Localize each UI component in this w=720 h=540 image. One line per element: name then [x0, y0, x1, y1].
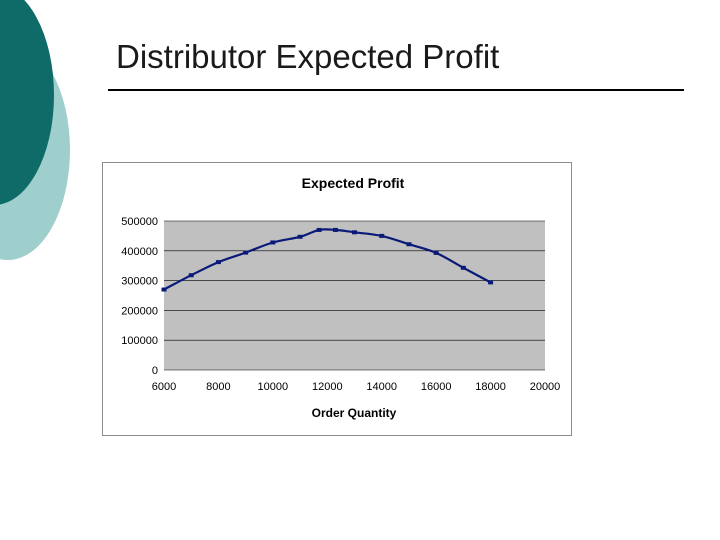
- x-axis-title: Order Quantity: [312, 406, 397, 420]
- x-tick-label-4: 14000: [366, 381, 397, 393]
- x-tick-label-3: 12000: [312, 381, 343, 393]
- gridlines: [164, 220, 545, 371]
- data-point-3: [243, 250, 249, 255]
- slide-decoration: [0, 0, 70, 260]
- slide-title: Distributor Expected Profit: [116, 38, 500, 75]
- expected-profit-chart: Expected Profit 0 100000 200000 300000 40000…: [121, 175, 561, 420]
- x-tick-label-7: 20000: [530, 381, 561, 393]
- data-point-0: [161, 287, 167, 292]
- data-point-6: [316, 227, 322, 232]
- data-point-12: [460, 265, 466, 270]
- data-point-11: [433, 250, 439, 255]
- series-layer: [161, 227, 494, 292]
- chart-container: Expected Profit 0 100000 200000 300000 40000…: [102, 162, 572, 436]
- y-tick-label-2: 200000: [121, 305, 158, 317]
- plot-area: [164, 221, 545, 370]
- data-point-8: [352, 230, 357, 235]
- data-point-7: [332, 227, 338, 232]
- data-point-13: [488, 280, 494, 285]
- title-divider: [108, 89, 684, 91]
- y-tick-label-0: 0: [152, 365, 158, 377]
- x-axis-ticks: 6000 8000 10000 12000 14000 16000 18000 20000: [152, 381, 561, 393]
- x-tick-label-1: 8000: [206, 381, 230, 393]
- y-axis-ticks: 0 100000 200000 300000 400000 500000: [121, 216, 158, 377]
- data-point-2: [215, 260, 221, 265]
- x-tick-label-6: 18000: [475, 381, 506, 393]
- data-point-4: [270, 240, 276, 245]
- decor-dark-circle: [0, 0, 54, 205]
- y-tick-label-1: 100000: [121, 335, 158, 347]
- data-point-10: [406, 242, 412, 247]
- x-tick-label-0: 6000: [152, 381, 176, 393]
- data-point-9: [379, 233, 385, 238]
- y-tick-label-3: 300000: [121, 276, 158, 288]
- y-tick-label-4: 400000: [121, 246, 158, 258]
- x-tick-label-2: 10000: [258, 381, 289, 393]
- data-point-1: [188, 273, 194, 278]
- data-point-5: [297, 234, 303, 239]
- x-tick-label-5: 16000: [421, 381, 452, 393]
- y-tick-label-5: 500000: [121, 216, 158, 228]
- chart-title: Expected Profit: [302, 175, 405, 191]
